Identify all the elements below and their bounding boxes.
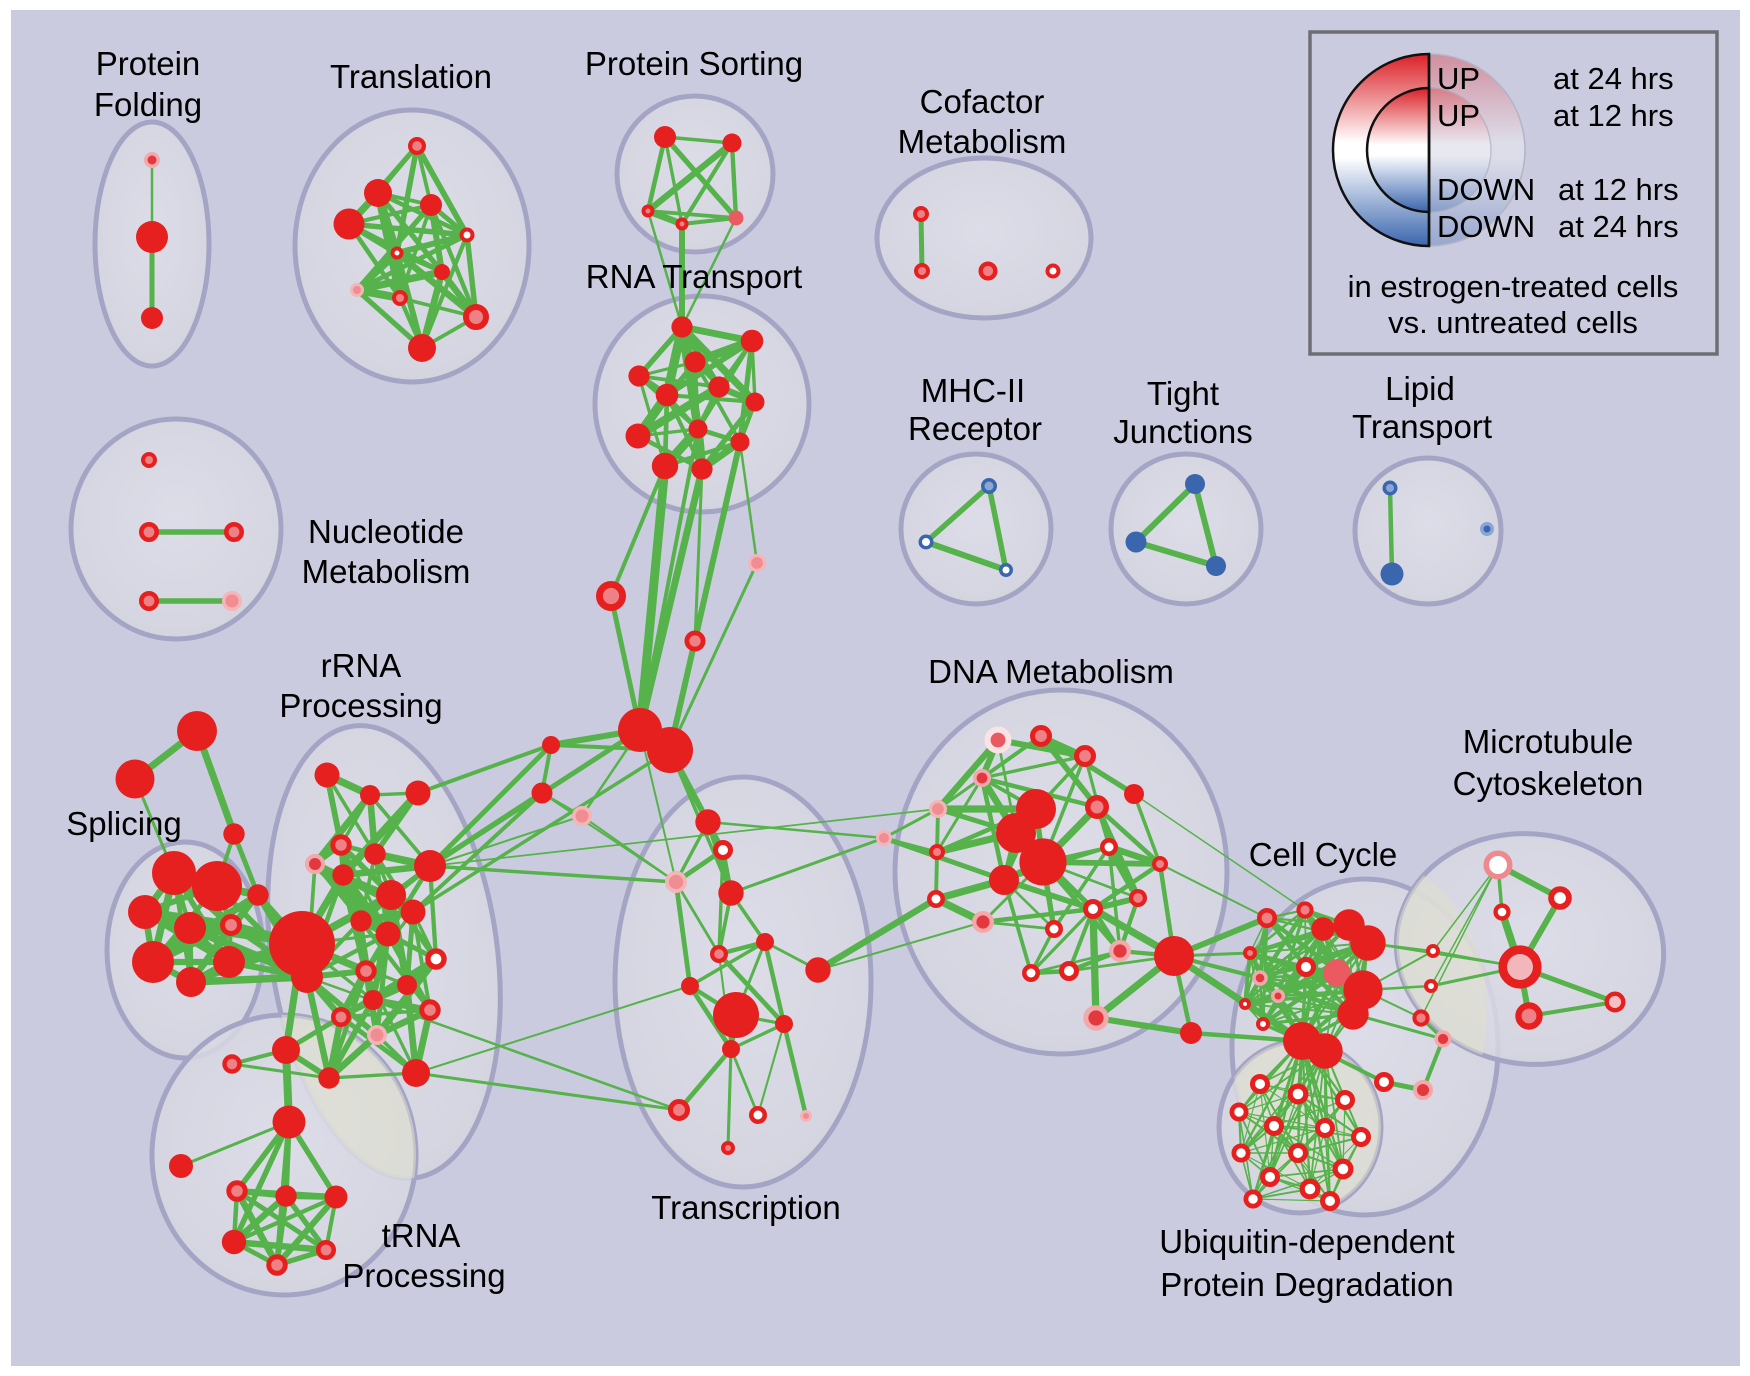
svg-text:Metabolism: Metabolism [302,553,471,590]
svg-text:Transport: Transport [1352,408,1492,445]
svg-text:tRNA: tRNA [382,1217,461,1254]
svg-text:Protein Sorting: Protein Sorting [585,45,803,82]
svg-text:Lipid: Lipid [1385,370,1455,407]
svg-text:DOWN: DOWN [1437,172,1535,207]
svg-text:Metabolism: Metabolism [898,123,1067,160]
svg-text:Junctions: Junctions [1113,413,1252,450]
svg-text:Cell Cycle: Cell Cycle [1249,836,1398,873]
svg-text:DNA Metabolism: DNA Metabolism [928,653,1174,690]
svg-text:Splicing: Splicing [66,805,182,842]
svg-text:UP: UP [1437,61,1480,96]
svg-text:Microtubule: Microtubule [1463,723,1634,760]
svg-text:MHC-II: MHC-II [921,372,1025,409]
svg-text:Nucleotide: Nucleotide [308,513,464,550]
svg-text:Processing: Processing [342,1257,505,1294]
svg-text:at 24 hrs: at 24 hrs [1553,61,1674,96]
svg-text:Cofactor: Cofactor [920,83,1045,120]
svg-text:Translation: Translation [330,58,492,95]
svg-text:Processing: Processing [279,687,442,724]
svg-text:at 12 hrs: at 12 hrs [1558,172,1679,207]
svg-text:Transcription: Transcription [651,1189,841,1226]
svg-text:RNA Transport: RNA Transport [586,258,802,295]
svg-text:Folding: Folding [94,86,202,123]
svg-text:rRNA: rRNA [321,647,402,684]
svg-text:at 24 hrs: at 24 hrs [1558,209,1679,244]
svg-text:in estrogen-treated cells: in estrogen-treated cells [1348,269,1679,304]
svg-text:Protein Degradation: Protein Degradation [1160,1266,1454,1303]
svg-text:Protein: Protein [96,45,201,82]
svg-text:Tight: Tight [1147,375,1219,412]
svg-text:Receptor: Receptor [908,410,1042,447]
svg-text:vs. untreated cells: vs. untreated cells [1388,305,1638,340]
svg-text:Ubiquitin-dependent: Ubiquitin-dependent [1159,1223,1454,1260]
svg-text:UP: UP [1437,98,1480,133]
svg-text:Cytoskeleton: Cytoskeleton [1453,765,1644,802]
svg-text:DOWN: DOWN [1437,209,1535,244]
svg-text:at 12 hrs: at 12 hrs [1553,98,1674,133]
